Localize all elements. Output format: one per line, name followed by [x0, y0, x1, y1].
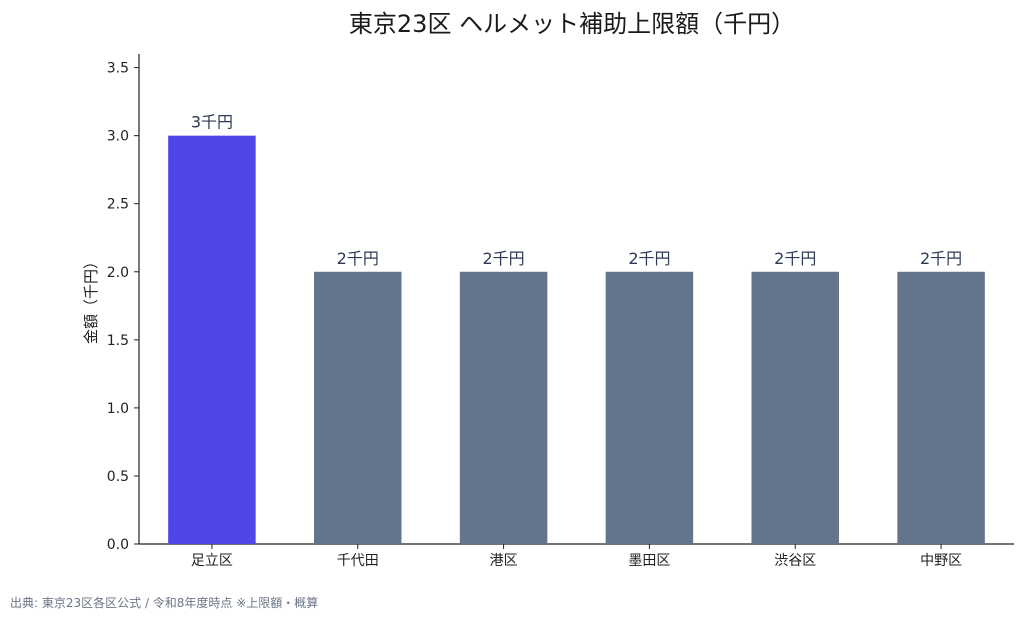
x-tick-label: 渋谷区	[774, 553, 816, 569]
bar-data-label: 2千円	[482, 249, 524, 268]
chart-title: 東京23区 ヘルメット補助上限額（千円）	[349, 10, 795, 38]
bar-data-label: 2千円	[774, 249, 816, 268]
y-tick-label: 2.5	[107, 197, 129, 213]
bar	[605, 271, 694, 544]
y-tick-label: 1.5	[107, 333, 129, 349]
x-tick-label: 港区	[490, 553, 518, 569]
y-ticks: 0.0 0.5 1.0 1.5 2.0 2.5 3.0 3.5	[107, 61, 139, 553]
x-tick-label: 足立区	[191, 553, 233, 569]
bar-data-label: 2千円	[920, 249, 962, 268]
y-tick-label: 0.5	[107, 469, 129, 485]
y-tick-label: 0.0	[107, 537, 129, 553]
bars: 3千円 2千円 2千円 2千円 2千円 2千円	[168, 113, 985, 544]
y-tick-label: 2.0	[107, 265, 129, 281]
y-tick-label: 3.0	[107, 129, 129, 145]
y-tick-label: 3.5	[107, 61, 129, 77]
bar	[897, 271, 985, 544]
x-ticks: 足立区 千代田 港区 墨田区 渋谷区 中野区	[191, 544, 962, 569]
bar	[751, 271, 839, 544]
source-note: 出典: 東京23区各区公式 / 令和8年度時点 ※上限額・概算	[10, 595, 318, 610]
axes	[138, 54, 1014, 545]
bar-data-label: 2千円	[628, 249, 670, 268]
y-tick-label: 1.0	[107, 401, 129, 417]
bar	[459, 271, 548, 544]
x-tick-label: 中野区	[920, 553, 962, 569]
bar-data-label: 2千円	[337, 249, 379, 268]
bar-data-label: 3千円	[191, 113, 233, 132]
y-axis-label: 金額（千円）	[82, 254, 100, 344]
x-tick-label: 墨田区	[628, 553, 670, 569]
x-tick-label: 千代田	[337, 553, 379, 569]
bar	[314, 271, 402, 544]
bar	[168, 135, 256, 544]
